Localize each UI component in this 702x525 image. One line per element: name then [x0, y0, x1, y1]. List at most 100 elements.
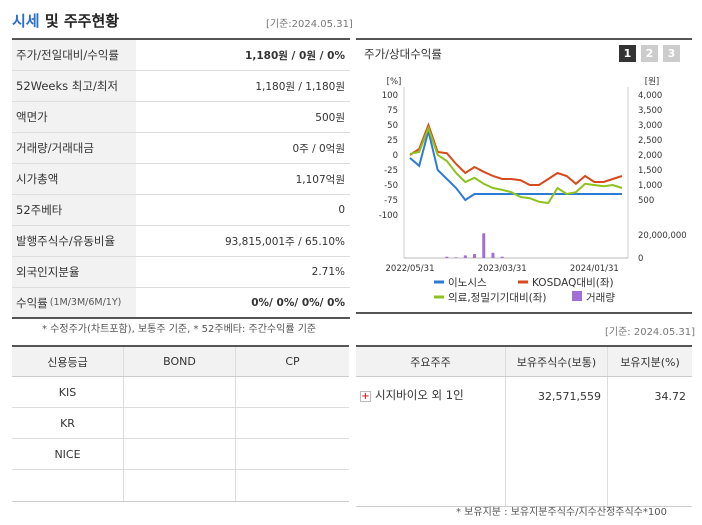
holder-name[interactable]: 시지바이오 외 1인 [375, 388, 464, 402]
volume-tick-label: 0 [638, 254, 643, 264]
series-line-2 [409, 122, 623, 186]
holder-header-pct: 보유지분(%) [620, 355, 680, 369]
x-tick-label: 2024/01/31 [570, 264, 619, 274]
holder-pct-col: 34.72 [608, 377, 692, 506]
credit-cell [124, 377, 236, 407]
x-tick-label: 2023/03/31 [478, 264, 527, 274]
holder-table-header: 주요주주 보유주식수(보통) 보유지분(%) [356, 347, 692, 377]
reference-date: [기준:2024.05.31] [266, 19, 353, 30]
credit-rating-table: 신용등급 BOND CP KIS KR NICE [12, 345, 349, 502]
price-row-label: 52주베타 [12, 195, 136, 225]
credit-cell [124, 470, 236, 501]
holder-name-col: + 시지바이오 외 1인 [356, 377, 506, 506]
credit-cell: NICE [12, 439, 124, 469]
price-row-label-text: 52Weeks 최고/최저 [16, 79, 118, 93]
chart-tab-1[interactable]: 1 [619, 45, 636, 62]
credit-cell: KIS [12, 377, 124, 407]
price-row-label: 주가/전일대비/수익률 [12, 40, 136, 70]
volume-bar [454, 257, 458, 258]
volume-bar [473, 254, 477, 258]
credit-cell [12, 470, 124, 501]
volume-tick-label: 20,000,000 [638, 231, 687, 241]
x-tick-label: 2022/05/31 [386, 264, 435, 274]
price-row-label: 시가총액 [12, 164, 136, 194]
price-row-value: 0 [338, 204, 345, 216]
volume-bar [482, 233, 486, 258]
stock-chart: [%] [원] 100 75 50 25 0 -25 -50 -75 -100 4,000 3,500 3… [379, 77, 687, 304]
credit-cell [236, 470, 349, 501]
price-row-label: 52Weeks 최고/최저 [12, 71, 136, 101]
series-line-3 [409, 125, 623, 205]
price-row: 거래량/거래대금 0주 / 0억원 [12, 133, 350, 164]
legend-label: 거래량 [586, 292, 615, 304]
reference-date-bottom: [기준: 2024.05.31] [605, 327, 696, 338]
price-row-label: 수익률 (1M/3M/6M/1Y) [12, 288, 136, 317]
credit-cell: KR [12, 408, 124, 438]
price-row: 수익률 (1M/3M/6M/1Y) 0%/ 0%/ 0%/ 0% [12, 288, 350, 319]
credit-header-cell: 신용등급 [12, 347, 124, 376]
chart-tab-2[interactable]: 2 [641, 45, 658, 62]
legend-label: KOSDAQ대비(좌) [532, 277, 614, 289]
left-tick-label: 75 [387, 106, 398, 116]
right-tick-label: 4,000 [638, 91, 662, 101]
right-tick-label: 3,500 [638, 106, 662, 116]
price-row: 주가/전일대비/수익률 1,180원 / 0원 / 0% [12, 40, 350, 71]
section-title: 시세 및 주주현황 [12, 10, 119, 31]
price-row-value: 1,180원 / 1,180원 [255, 80, 345, 93]
price-info-table: 주가/전일대비/수익률 1,180원 / 0원 / 0% 52Weeks 최고/최저… [12, 38, 350, 319]
left-tick-label: 0 [393, 151, 398, 161]
left-axis-unit: [%] [387, 77, 402, 87]
price-row-value: 93,815,001주 / 65.10% [224, 235, 345, 248]
holder-header-shares: 보유주식수(보통) [506, 347, 608, 376]
price-row-label: 액면가 [12, 102, 136, 132]
price-row-label-text: 수익률 [16, 295, 48, 310]
chart-title: 주가/상대수익률 [364, 47, 442, 61]
volume-bar [500, 256, 504, 258]
left-tick-label: 100 [382, 91, 398, 101]
price-row-label: 거래량/거래대금 [12, 133, 136, 163]
right-tick-label: 2,000 [638, 151, 662, 161]
title-rest: 및 주주현황 [39, 12, 120, 30]
credit-table-row: NICE [12, 439, 349, 470]
left-tick-label: 25 [387, 136, 398, 146]
right-axis-unit: [원] [645, 77, 659, 87]
credit-table-header: 신용등급 BOND CP [12, 347, 349, 377]
right-tick-label: 1,000 [638, 181, 662, 191]
price-row: 시가총액 1,107억원 [12, 164, 350, 195]
volume-bar [463, 255, 467, 258]
price-row: 52주베타 0 [12, 195, 350, 226]
price-row-label-text: 거래량/거래대금 [16, 141, 94, 155]
left-tick-label: -50 [384, 181, 398, 191]
price-row-label-text: 외국인지분율 [16, 265, 80, 279]
holder-shares: 32,571,559 [538, 390, 601, 403]
credit-header-cell: CP [285, 355, 300, 368]
price-row-value: 2.71% [311, 266, 345, 278]
title-accent: 시세 [12, 12, 40, 30]
right-tick-label: 500 [638, 196, 654, 206]
major-shareholder-table: 주요주주 보유주식수(보통) 보유지분(%) + 시지바이오 외 1인 32,5… [356, 345, 692, 507]
price-row-label-text: 액면가 [16, 110, 48, 124]
price-row-label-text: 주가/전일대비/수익률 [16, 48, 119, 62]
left-tick-label: -75 [384, 196, 398, 206]
left-tick-label: -25 [384, 166, 398, 176]
credit-cell [124, 408, 236, 438]
credit-cell [124, 439, 236, 469]
price-footnote: * 수정주가(차트포함), 보통주 기준, * 52주베타: 주간수익률 기준 [42, 324, 317, 335]
price-row-label: 외국인지분율 [12, 257, 136, 287]
credit-table-row: KR [12, 408, 349, 439]
left-tick-label: 50 [387, 121, 398, 131]
price-row-value: 0%/ 0%/ 0%/ 0% [251, 296, 345, 309]
price-row: 발행주식수/유동비율 93,815,001주 / 65.10% [12, 226, 350, 257]
credit-cell [236, 439, 349, 469]
credit-header-cell: BOND [124, 347, 236, 376]
right-tick-label: 2,500 [638, 136, 662, 146]
credit-cell [236, 408, 349, 438]
chart-tab-3[interactable]: 3 [663, 45, 680, 62]
credit-table-row: KIS [12, 377, 349, 408]
price-row: 액면가 500원 [12, 102, 350, 133]
plus-icon[interactable]: + [360, 390, 371, 402]
holder-header-name: 주요주주 [356, 347, 506, 376]
legend-swatch [572, 291, 582, 301]
price-row: 외국인지분율 2.71% [12, 257, 350, 288]
